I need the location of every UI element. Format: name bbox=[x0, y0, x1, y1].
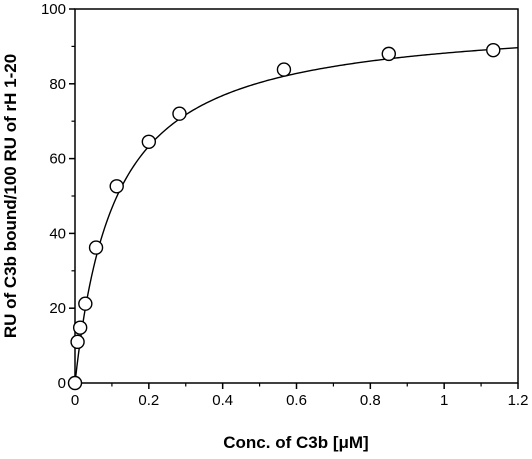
y-tick-label: 100 bbox=[41, 1, 66, 18]
axes: 0 0.2 0.4 0.6 0.8 1 1.2 0 20 40 60 80 100 bbox=[41, 1, 528, 409]
data-point bbox=[141, 134, 157, 149]
y-tick-label: 80 bbox=[49, 76, 66, 93]
x-tick-label: 0.2 bbox=[138, 392, 159, 409]
plot-frame bbox=[74, 8, 519, 384]
x-tick-label: 0.6 bbox=[286, 392, 307, 409]
x-tick-label: 1.2 bbox=[508, 392, 529, 409]
y-tick-label: 40 bbox=[49, 225, 66, 242]
data-point bbox=[67, 375, 83, 391]
y-tick-label: 60 bbox=[49, 151, 66, 168]
fit-curve-group bbox=[74, 46, 519, 384]
data-point bbox=[88, 240, 104, 255]
x-tick-label: 0.8 bbox=[360, 392, 381, 409]
x-axis-title: Conc. of C3b [μM] bbox=[223, 433, 368, 452]
x-tick-label: 0.4 bbox=[212, 392, 233, 409]
data-point bbox=[381, 46, 396, 62]
y-tick-label: 0 bbox=[58, 375, 66, 392]
data-point bbox=[72, 320, 88, 335]
data-point bbox=[109, 179, 124, 194]
data-point bbox=[172, 106, 187, 121]
y-tick-label: 20 bbox=[49, 300, 66, 317]
data-point bbox=[78, 296, 93, 311]
x-tick-label: 1 bbox=[440, 392, 448, 409]
x-tick-label: 0 bbox=[71, 392, 79, 409]
data-points bbox=[67, 42, 501, 391]
data-point bbox=[276, 62, 292, 77]
data-point bbox=[70, 334, 85, 350]
data-point bbox=[486, 42, 501, 58]
y-axis-title: RU of C3b bound/100 RU of rH 1-20 bbox=[1, 54, 20, 338]
fit-curve bbox=[74, 46, 519, 384]
